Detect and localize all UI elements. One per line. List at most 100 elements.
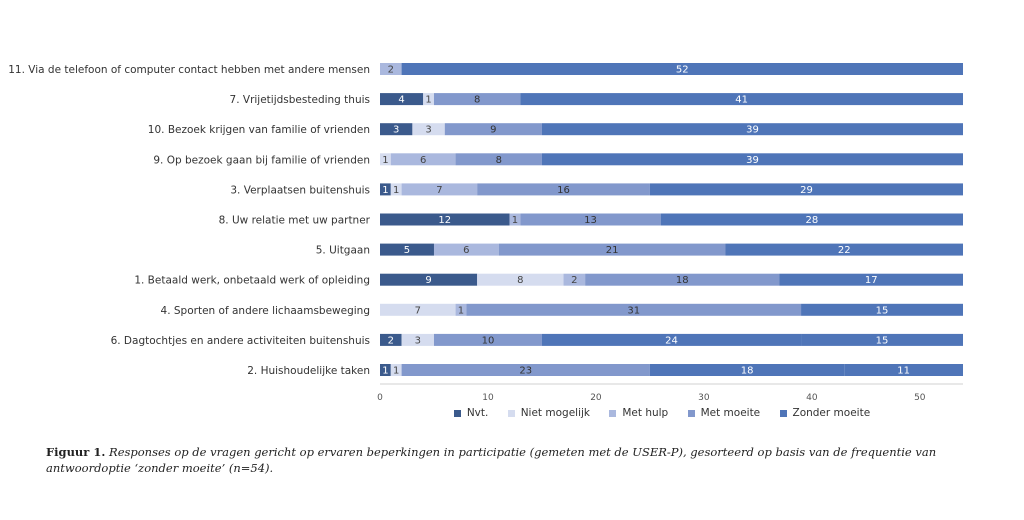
legend-swatch [609, 409, 617, 417]
bar-value-label: 28 [805, 215, 818, 226]
bar-segment [401, 63, 963, 75]
bar-value-label: 13 [584, 215, 597, 226]
bar-segment [585, 273, 780, 286]
bar-segment [466, 303, 802, 316]
bar-segment [433, 243, 499, 256]
x-tick-label: 0 [377, 393, 383, 403]
category-label: 5. Uitgaan [316, 245, 370, 257]
bar-value-label: 18 [741, 366, 754, 377]
x-axis: 0 10 20 30 40 50 [377, 383, 963, 403]
x-tick-label: 10 [482, 393, 494, 403]
bar-value-label: 15 [876, 335, 889, 346]
bar-value-label: 18 [676, 275, 689, 286]
bar-value-label: 6 [420, 155, 426, 166]
bar-segment [801, 303, 963, 316]
bar-segment [520, 93, 963, 106]
legend-label: Zonder moeite [792, 407, 871, 419]
bar-segment [433, 333, 542, 346]
bar-segment [380, 63, 402, 75]
category-labels: 11. Via de telefoon of computer contact … [8, 64, 370, 377]
bar-segment [423, 93, 434, 106]
x-tick-label: 20 [590, 393, 602, 403]
bar-value-label: 39 [746, 155, 759, 166]
bar-value-label: 3 [425, 125, 431, 136]
bar-segment [477, 273, 564, 286]
bar-value-label: 8 [474, 95, 480, 106]
bar-value-label: 24 [665, 335, 678, 346]
bar-segment [779, 273, 963, 286]
bar-value-label: 21 [606, 245, 619, 256]
x-tick-label: 40 [806, 393, 818, 403]
category-label: 11. Via de telefoon of computer contact … [8, 64, 370, 76]
bar-value-label: 12 [438, 215, 451, 226]
bar-value-label: 1 [382, 366, 388, 377]
legend-item-zonder-moeite: Zonder moeite [779, 407, 871, 419]
bar-value-label: 29 [800, 185, 813, 196]
bar-segment [380, 333, 402, 346]
bar-value-label: 3 [393, 125, 399, 136]
bar-value-label: 22 [838, 245, 851, 256]
bar-segment [477, 183, 650, 196]
bar-segment [509, 213, 521, 226]
bar-segment [390, 183, 402, 196]
category-label: 10. Bezoek krijgen van familie of vriend… [148, 124, 370, 136]
bar-value-label: 1 [382, 155, 388, 166]
legend-label: Nvt. [466, 407, 489, 419]
legend-swatch [779, 409, 787, 417]
bar-segment [801, 333, 963, 346]
bar-segment [380, 123, 413, 136]
bar-value-label: 52 [676, 65, 689, 76]
bar-value-label: 7 [415, 305, 421, 316]
bar-value-label: 1 [393, 185, 399, 196]
bar-value-label: 9 [490, 125, 496, 136]
legend-item-nvt: Nvt. [453, 407, 489, 419]
bar-value-label: 41 [735, 95, 748, 106]
bar-value-label: 15 [876, 305, 889, 316]
bar-segment [541, 153, 963, 166]
bar-segment [380, 364, 391, 376]
bar-value-label: 31 [627, 305, 640, 316]
bar-segment [444, 123, 542, 136]
bar-segment [380, 183, 391, 196]
legend-swatch [687, 409, 695, 417]
legend-label: Met moeite [700, 407, 761, 419]
legend-item-niet-mogelijk: Niet mogelijk [507, 407, 590, 419]
bar-segment [401, 364, 650, 376]
bar-value-label: 16 [557, 185, 570, 196]
bar-segment [541, 123, 963, 136]
category-label: 6. Dagtochtjes en andere activiteiten bu… [111, 335, 370, 347]
bar-value-label: 8 [496, 155, 502, 166]
category-label: 7. Vrijetijdsbesteding thuis [230, 94, 370, 106]
legend-swatch [507, 409, 515, 417]
bar-value-label: 1 [458, 305, 464, 316]
bar-segment [844, 364, 963, 376]
legend-label: Met hulp [622, 407, 669, 419]
bar-segment [541, 333, 802, 346]
bar-value-label: 2 [388, 335, 394, 346]
bar-value-label: 1 [382, 185, 388, 196]
bar-segment [380, 93, 424, 106]
bar-value-label: 7 [436, 185, 442, 196]
bar-value-label: 1 [512, 215, 518, 226]
bar-segment [660, 213, 963, 226]
bar-segment [380, 153, 391, 166]
category-label: 2. Huishoudelijke taken [247, 365, 370, 377]
legend-swatch [453, 409, 461, 417]
bar-value-label: 10 [482, 335, 495, 346]
bar-value-label: 2 [571, 275, 577, 286]
bar-value-label: 6 [463, 245, 469, 256]
category-label: 8. Uw relatie met uw partner [219, 215, 371, 227]
bar-segment [649, 364, 845, 376]
x-tick-label: 30 [698, 393, 710, 403]
x-tick-label: 50 [914, 393, 926, 403]
legend-item-met-hulp: Met hulp [609, 407, 668, 419]
bar-segment [380, 303, 456, 316]
bar-segment [498, 243, 726, 256]
category-label: 3. Verplaatsen buitenshuis [230, 184, 370, 196]
bar-segment [390, 153, 456, 166]
category-label: 1. Betaald werk, onbetaald werk of oplei… [134, 275, 370, 287]
legend-item-met-moeite: Met moeite [687, 407, 761, 419]
bar-segment [401, 333, 434, 346]
bar-value-label: 11 [897, 366, 910, 377]
